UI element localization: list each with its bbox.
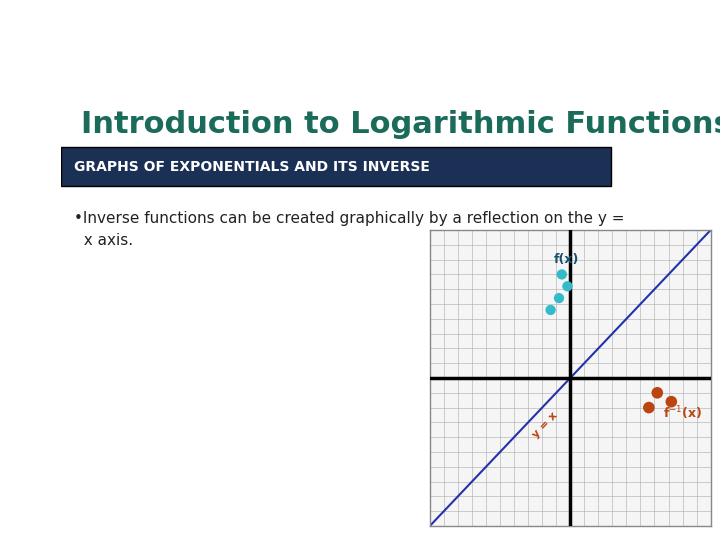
Point: [652, 388, 663, 397]
Point: [643, 403, 654, 412]
Point: [545, 306, 557, 314]
Text: f$^{-1}$(x): f$^{-1}$(x): [663, 404, 702, 422]
Text: y = x: y = x: [531, 410, 559, 440]
FancyBboxPatch shape: [61, 147, 611, 186]
Point: [556, 270, 567, 279]
Text: f(x): f(x): [554, 253, 579, 266]
Point: [562, 282, 573, 291]
Text: •Inverse functions can be created graphically by a reflection on the y =
  x axi: •Inverse functions can be created graphi…: [74, 211, 625, 248]
Point: [665, 397, 677, 406]
Text: GRAPHS OF EXPONENTIALS AND ITS INVERSE: GRAPHS OF EXPONENTIALS AND ITS INVERSE: [74, 160, 431, 173]
Point: [553, 294, 564, 302]
Text: Introduction to Logarithmic Functions: Introduction to Logarithmic Functions: [81, 110, 720, 139]
